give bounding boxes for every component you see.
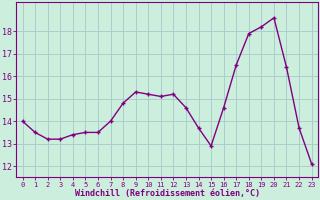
X-axis label: Windchill (Refroidissement éolien,°C): Windchill (Refroidissement éolien,°C) (75, 189, 260, 198)
